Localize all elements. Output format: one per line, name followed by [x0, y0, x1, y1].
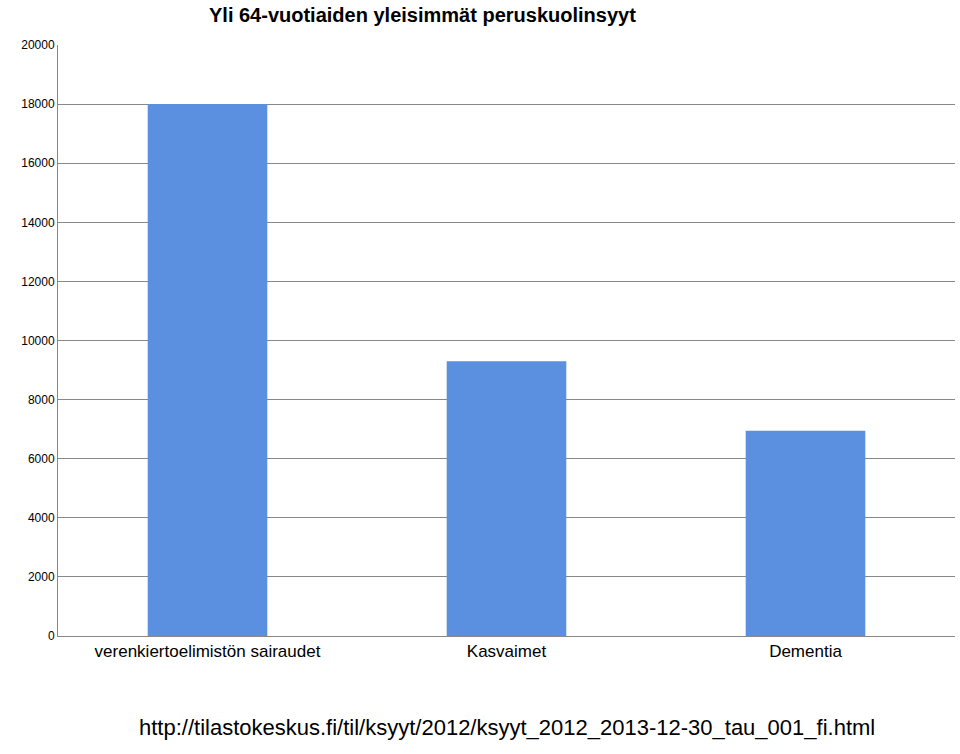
svg-text:12000: 12000	[21, 275, 55, 289]
svg-text:18000: 18000	[21, 97, 55, 111]
svg-text:verenkiertoelimistön sairaudet: verenkiertoelimistön sairaudet	[95, 642, 321, 661]
svg-text:6000: 6000	[28, 452, 55, 466]
svg-text:Yli 64-vuotiaiden yleisimmät p: Yli 64-vuotiaiden yleisimmät peruskuolin…	[209, 4, 636, 26]
svg-text:8000: 8000	[28, 393, 55, 407]
svg-text:20000: 20000	[21, 38, 55, 52]
svg-text:14000: 14000	[21, 216, 55, 230]
svg-text:10000: 10000	[21, 334, 55, 348]
svg-text:2000: 2000	[28, 570, 55, 584]
svg-text:16000: 16000	[21, 156, 55, 170]
svg-text:http://tilastokeskus.fi/til/ks: http://tilastokeskus.fi/til/ksyyt/2012/k…	[139, 715, 875, 740]
svg-text:Dementia: Dementia	[769, 642, 842, 661]
svg-text:4000: 4000	[28, 511, 55, 525]
svg-text:Kasvaimet: Kasvaimet	[467, 642, 547, 661]
svg-text:0: 0	[48, 629, 55, 643]
